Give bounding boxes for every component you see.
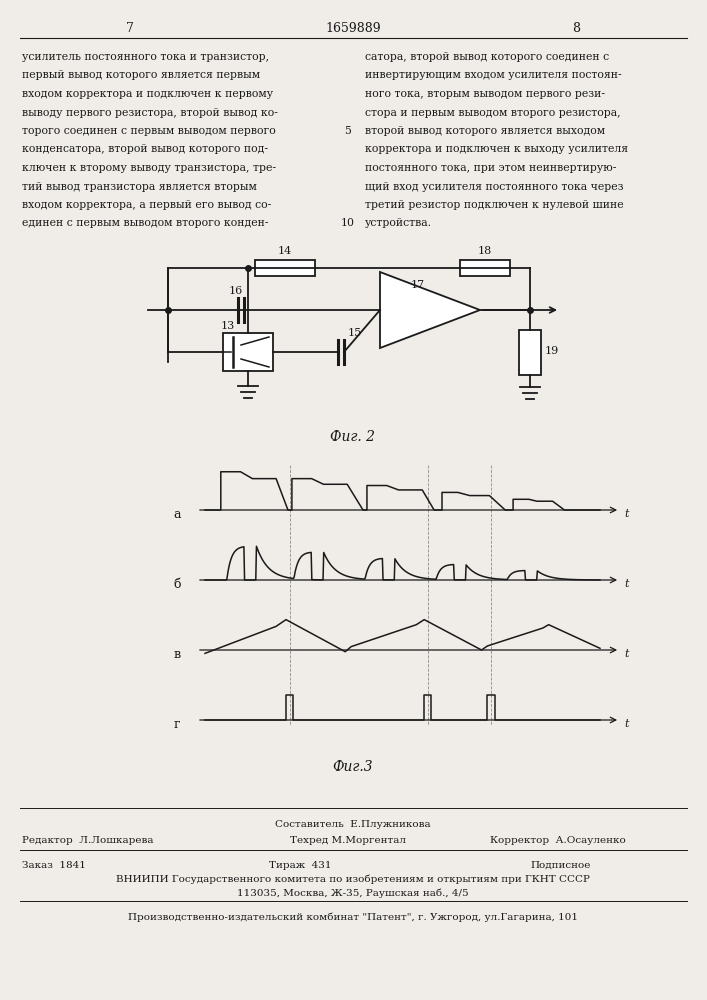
Text: тий вывод транзистора является вторым: тий вывод транзистора является вторым <box>22 182 257 192</box>
Text: Производственно-издательский комбинат "Патент", г. Ужгород, ул.Гагарина, 101: Производственно-издательский комбинат "П… <box>128 913 578 922</box>
Text: входом корректора и подключен к первому: входом корректора и подключен к первому <box>22 89 273 99</box>
Text: Редактор  Л.Лошкарева: Редактор Л.Лошкарева <box>22 836 153 845</box>
Text: t: t <box>624 509 629 519</box>
Polygon shape <box>380 272 480 348</box>
Text: t: t <box>624 719 629 729</box>
Text: стора и первым выводом второго резистора,: стора и первым выводом второго резистора… <box>365 107 621 117</box>
Bar <box>519 330 541 375</box>
Text: Составитель  Е.Плужникова: Составитель Е.Плужникова <box>275 820 431 829</box>
Bar <box>223 333 273 371</box>
Text: конденсатора, второй вывод которого под-: конденсатора, второй вывод которого под- <box>22 144 268 154</box>
Text: Подписное: Подписное <box>530 861 590 870</box>
Text: б: б <box>173 578 181 590</box>
Text: 18: 18 <box>478 246 492 256</box>
Text: Техред М.Моргентал: Техред М.Моргентал <box>290 836 406 845</box>
Text: 16: 16 <box>229 286 243 296</box>
Text: в: в <box>173 648 180 660</box>
Text: 7: 7 <box>126 21 134 34</box>
Text: первый вывод которого является первым: первый вывод которого является первым <box>22 70 260 81</box>
Text: 13: 13 <box>221 321 235 331</box>
Text: ного тока, вторым выводом первого рези-: ного тока, вторым выводом первого рези- <box>365 89 605 99</box>
Text: Заказ  1841: Заказ 1841 <box>22 861 86 870</box>
Bar <box>255 260 315 276</box>
Text: выводу первого резистора, второй вывод ко-: выводу первого резистора, второй вывод к… <box>22 107 278 117</box>
Text: постоянного тока, при этом неинвертирую-: постоянного тока, при этом неинвертирую- <box>365 163 617 173</box>
Text: ключен к второму выводу транзистора, тре-: ключен к второму выводу транзистора, тре… <box>22 163 276 173</box>
Text: сатора, второй вывод которого соединен с: сатора, второй вывод которого соединен с <box>365 52 609 62</box>
Text: г: г <box>174 718 180 730</box>
Text: входом корректора, а первый его вывод со-: входом корректора, а первый его вывод со… <box>22 200 271 210</box>
Text: 14: 14 <box>278 246 292 256</box>
Text: 1659889: 1659889 <box>325 21 381 34</box>
Text: Тираж  431: Тираж 431 <box>269 861 332 870</box>
Text: 5: 5 <box>344 126 351 136</box>
Text: инвертирующим входом усилителя постоян-: инвертирующим входом усилителя постоян- <box>365 70 621 81</box>
Text: устройства.: устройства. <box>365 219 432 229</box>
Text: 10: 10 <box>341 219 355 229</box>
Text: t: t <box>624 649 629 659</box>
Text: 113035, Москва, Ж-35, Раушская наб., 4/5: 113035, Москва, Ж-35, Раушская наб., 4/5 <box>237 889 469 898</box>
Text: 8: 8 <box>572 21 580 34</box>
Text: ВНИИПИ Государственного комитета по изобретениям и открытиям при ГКНТ СССР: ВНИИПИ Государственного комитета по изоб… <box>116 875 590 884</box>
Text: Фиг. 2: Фиг. 2 <box>330 430 375 444</box>
Text: 15: 15 <box>348 328 362 338</box>
Text: усилитель постоянного тока и транзистор,: усилитель постоянного тока и транзистор, <box>22 52 269 62</box>
Text: щий вход усилителя постоянного тока через: щий вход усилителя постоянного тока чере… <box>365 182 624 192</box>
Text: а: а <box>173 508 181 520</box>
Text: третий резистор подключен к нулевой шине: третий резистор подключен к нулевой шине <box>365 200 624 210</box>
Text: t: t <box>624 579 629 589</box>
Text: второй вывод которого является выходом: второй вывод которого является выходом <box>365 126 605 136</box>
Text: Корректор  А.Осауленко: Корректор А.Осауленко <box>490 836 626 845</box>
Text: торого соединен с первым выводом первого: торого соединен с первым выводом первого <box>22 126 276 136</box>
Text: единен с первым выводом второго конден-: единен с первым выводом второго конден- <box>22 219 269 229</box>
Bar <box>460 260 510 276</box>
Text: корректора и подключен к выходу усилителя: корректора и подключен к выходу усилител… <box>365 144 628 154</box>
Text: 17: 17 <box>411 280 425 290</box>
Text: Фиг.3: Фиг.3 <box>333 760 373 774</box>
Text: 19: 19 <box>545 347 559 357</box>
